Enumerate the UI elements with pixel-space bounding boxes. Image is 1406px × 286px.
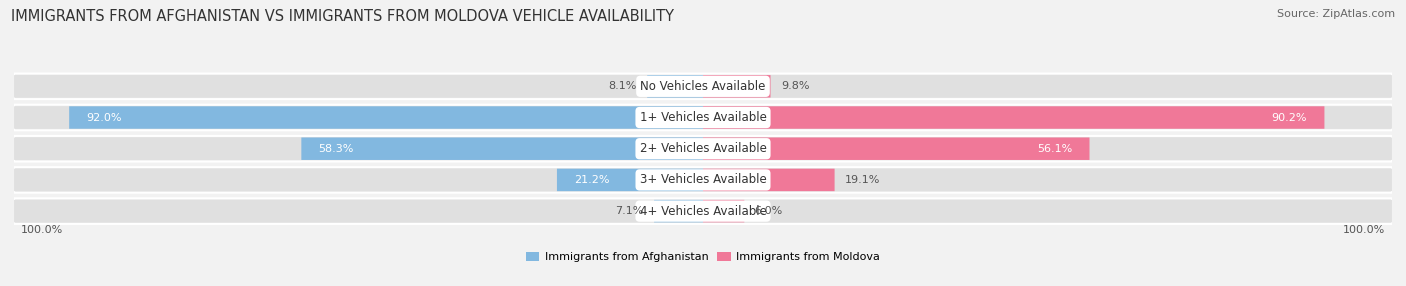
FancyBboxPatch shape (703, 200, 1392, 222)
FancyBboxPatch shape (301, 138, 703, 160)
Text: 19.1%: 19.1% (845, 175, 880, 185)
Text: 2+ Vehicles Available: 2+ Vehicles Available (640, 142, 766, 155)
FancyBboxPatch shape (647, 75, 703, 98)
FancyBboxPatch shape (703, 138, 1392, 160)
Text: 3+ Vehicles Available: 3+ Vehicles Available (640, 173, 766, 186)
FancyBboxPatch shape (14, 106, 703, 129)
FancyBboxPatch shape (14, 169, 703, 191)
Text: 21.2%: 21.2% (574, 175, 610, 185)
FancyBboxPatch shape (14, 167, 1392, 193)
FancyBboxPatch shape (703, 75, 770, 98)
FancyBboxPatch shape (703, 200, 744, 222)
Text: 100.0%: 100.0% (1343, 225, 1385, 235)
Text: 58.3%: 58.3% (319, 144, 354, 154)
FancyBboxPatch shape (703, 106, 1392, 129)
FancyBboxPatch shape (703, 169, 835, 191)
FancyBboxPatch shape (14, 75, 703, 98)
Text: 92.0%: 92.0% (86, 112, 122, 122)
FancyBboxPatch shape (703, 75, 1392, 98)
FancyBboxPatch shape (703, 106, 1324, 129)
FancyBboxPatch shape (557, 169, 703, 191)
Text: 7.1%: 7.1% (616, 206, 644, 216)
Text: 6.0%: 6.0% (755, 206, 783, 216)
FancyBboxPatch shape (14, 200, 703, 222)
Legend: Immigrants from Afghanistan, Immigrants from Moldova: Immigrants from Afghanistan, Immigrants … (522, 247, 884, 267)
Text: 90.2%: 90.2% (1271, 112, 1308, 122)
Text: IMMIGRANTS FROM AFGHANISTAN VS IMMIGRANTS FROM MOLDOVA VEHICLE AVAILABILITY: IMMIGRANTS FROM AFGHANISTAN VS IMMIGRANT… (11, 9, 675, 23)
FancyBboxPatch shape (14, 74, 1392, 99)
FancyBboxPatch shape (703, 138, 1090, 160)
FancyBboxPatch shape (14, 136, 1392, 162)
Text: 56.1%: 56.1% (1038, 144, 1073, 154)
Text: No Vehicles Available: No Vehicles Available (640, 80, 766, 93)
Text: 4+ Vehicles Available: 4+ Vehicles Available (640, 204, 766, 218)
Text: 9.8%: 9.8% (780, 81, 810, 91)
FancyBboxPatch shape (654, 200, 703, 222)
Text: 1+ Vehicles Available: 1+ Vehicles Available (640, 111, 766, 124)
Text: Source: ZipAtlas.com: Source: ZipAtlas.com (1277, 9, 1395, 19)
Text: 8.1%: 8.1% (609, 81, 637, 91)
FancyBboxPatch shape (14, 198, 1392, 224)
FancyBboxPatch shape (703, 169, 1392, 191)
FancyBboxPatch shape (14, 138, 703, 160)
FancyBboxPatch shape (14, 105, 1392, 130)
FancyBboxPatch shape (69, 106, 703, 129)
Text: 100.0%: 100.0% (21, 225, 63, 235)
